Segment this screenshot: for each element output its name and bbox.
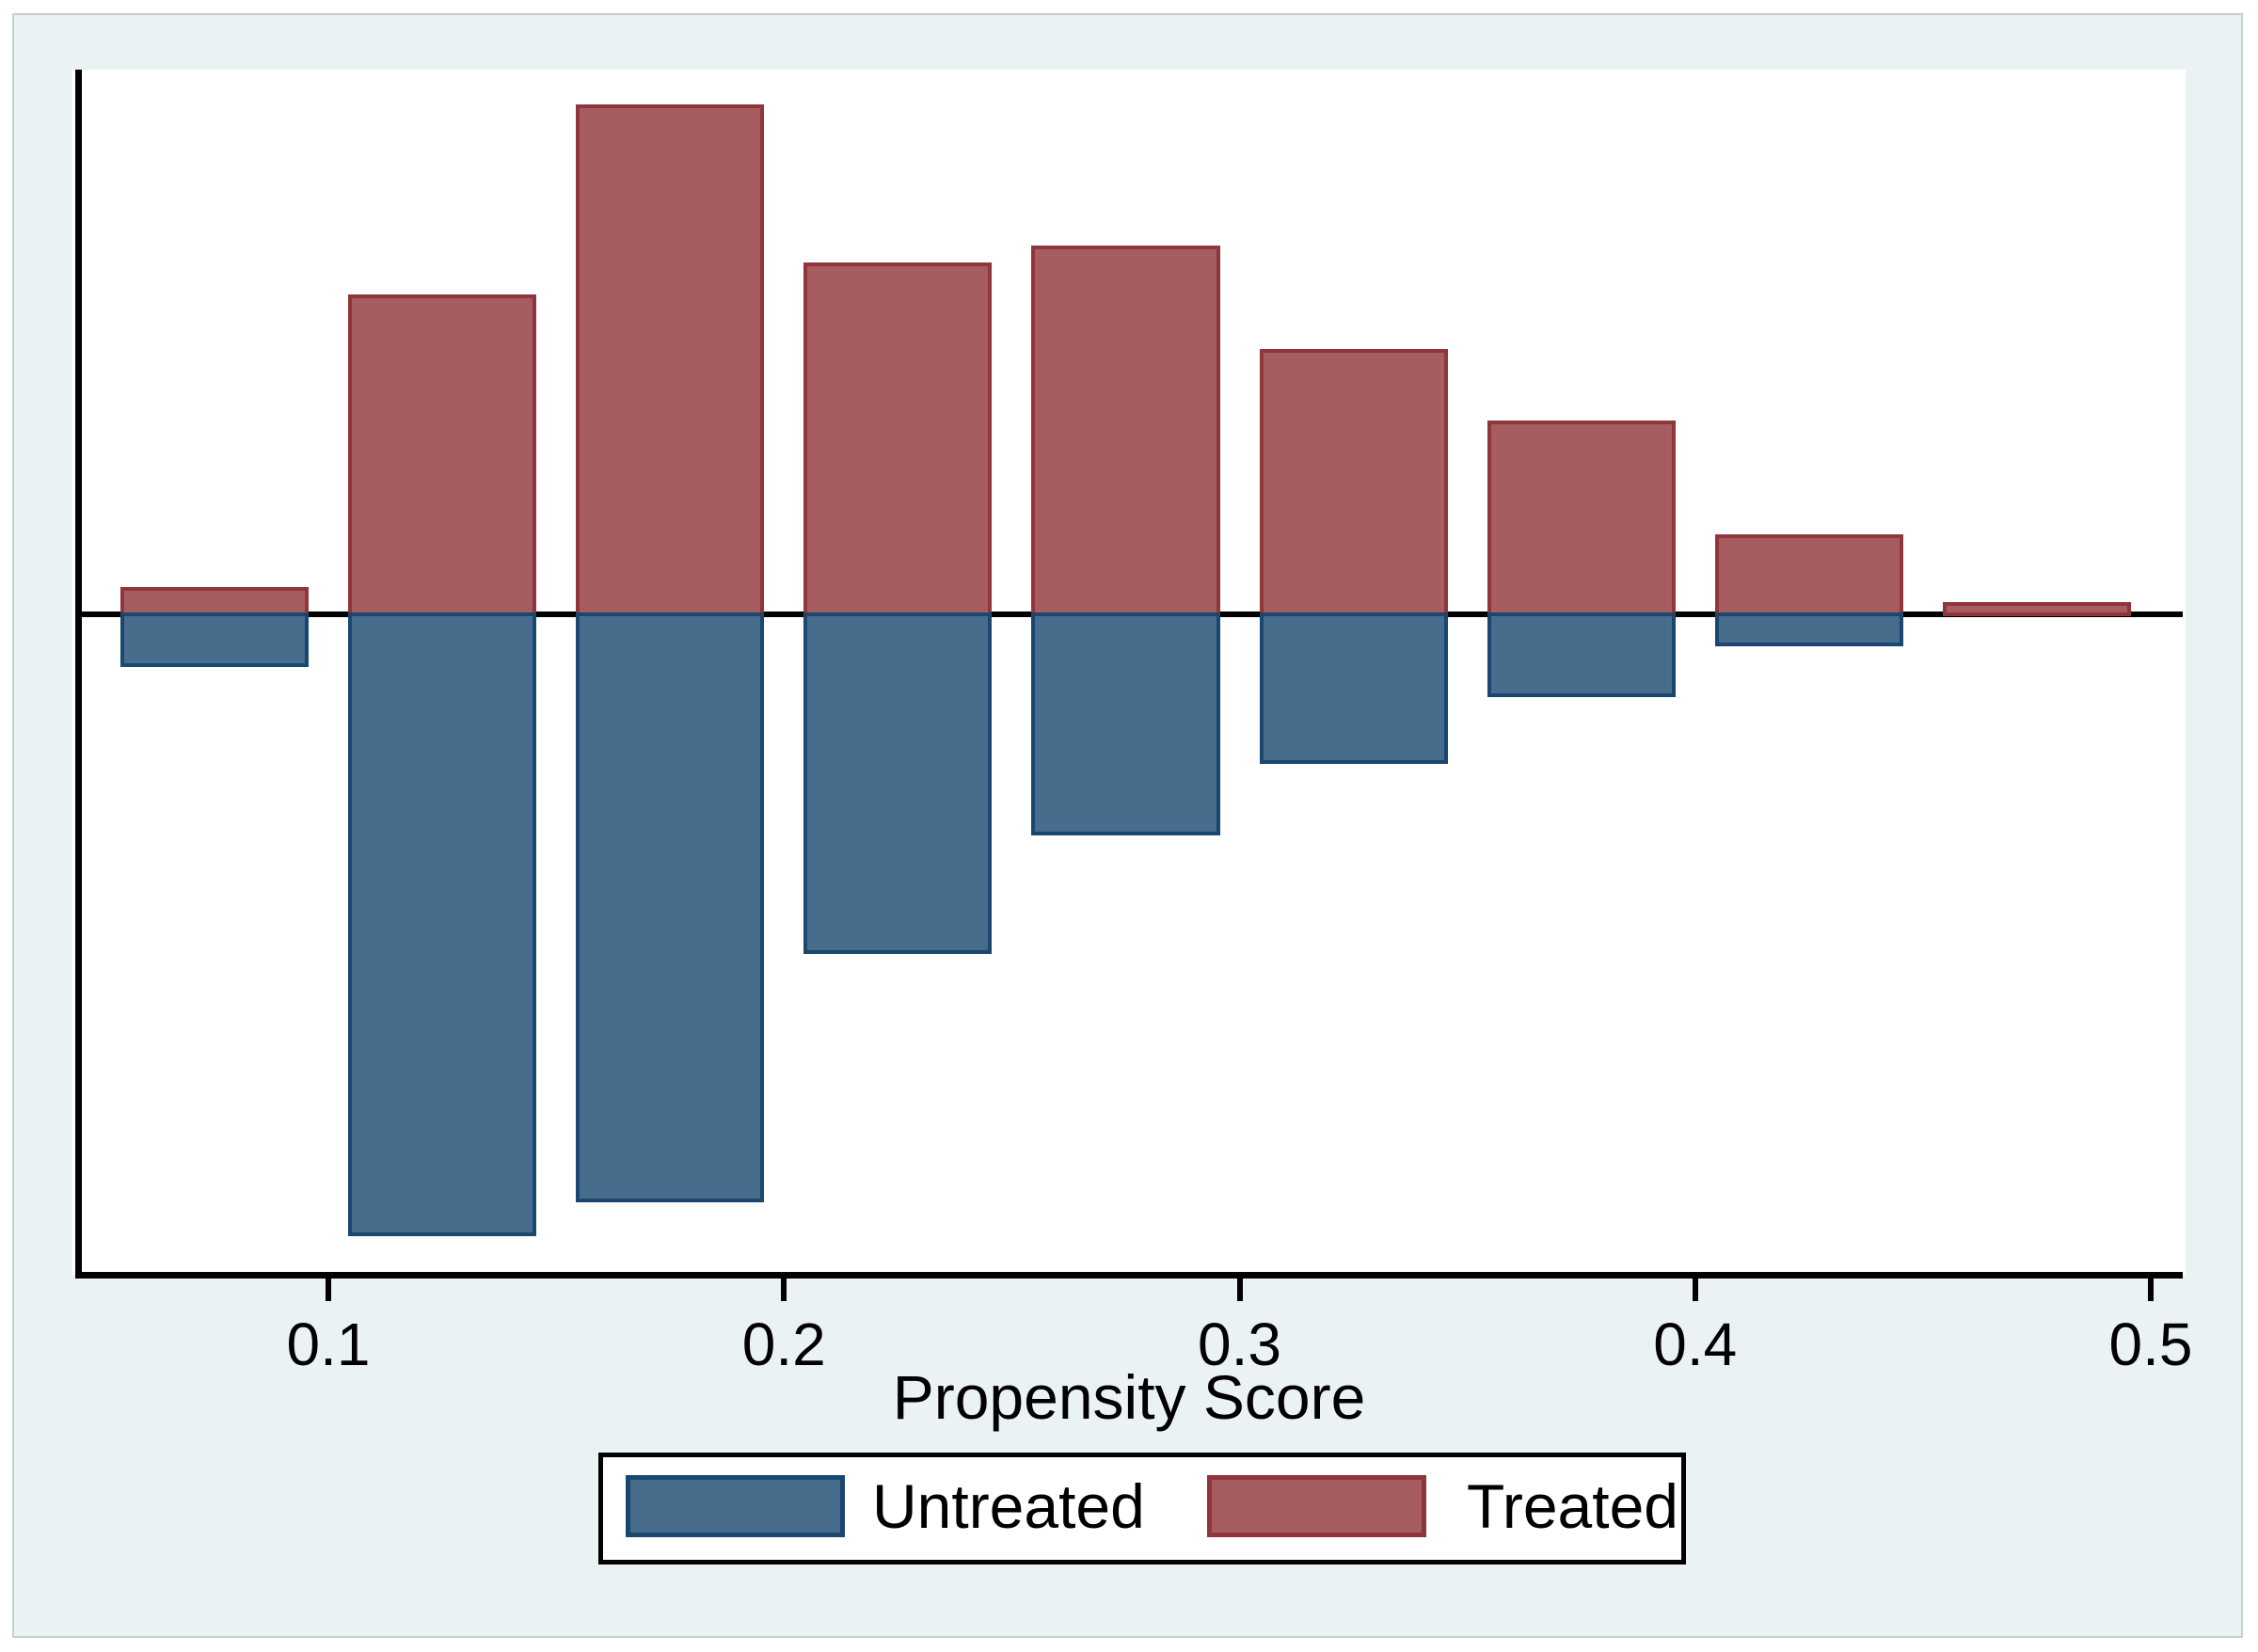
legend-box: Untreated Treated bbox=[598, 1453, 1686, 1565]
x-tick-mark bbox=[1692, 1279, 1698, 1301]
treated-bar bbox=[576, 104, 765, 616]
treated-legend-label: Treated bbox=[1467, 1471, 1679, 1541]
x-tick-mark bbox=[1236, 1279, 1243, 1301]
treated-bar bbox=[1031, 246, 1220, 616]
treated-bar bbox=[1259, 349, 1448, 616]
x-tick-label: 0.5 bbox=[2108, 1310, 2193, 1378]
untreated-bar bbox=[576, 612, 765, 1203]
x-tick-label: 0.2 bbox=[741, 1310, 826, 1378]
untreated-bar bbox=[1487, 612, 1676, 697]
treated-bar bbox=[348, 294, 537, 616]
x-tick-label: 0.4 bbox=[1653, 1310, 1738, 1378]
untreated-legend-label: Untreated bbox=[872, 1471, 1145, 1541]
untreated-legend-swatch bbox=[626, 1475, 845, 1537]
x-axis-title: Propensity Score bbox=[892, 1362, 1366, 1432]
untreated-bar bbox=[803, 612, 993, 954]
untreated-bar bbox=[1031, 612, 1220, 836]
x-axis-line bbox=[75, 1272, 2183, 1279]
treated-bar bbox=[803, 262, 993, 616]
treated-bar bbox=[1942, 601, 2131, 616]
x-tick-mark bbox=[781, 1279, 787, 1301]
treated-legend-swatch bbox=[1207, 1475, 1426, 1537]
treated-bar bbox=[1487, 421, 1676, 616]
untreated-bar bbox=[119, 612, 309, 668]
figure-panel: 0.1 0.2 0.3 0.4 0.5 Propensity Score Untreat… bbox=[12, 13, 2243, 1638]
x-tick-label: 0.3 bbox=[1198, 1310, 1281, 1378]
untreated-bar bbox=[1714, 612, 1903, 646]
untreated-bar bbox=[1259, 612, 1448, 765]
treated-bar bbox=[1714, 534, 1903, 616]
x-tick-mark bbox=[2148, 1279, 2154, 1301]
untreated-bar bbox=[348, 612, 537, 1237]
y-axis-line bbox=[75, 70, 82, 1279]
x-tick-label: 0.1 bbox=[286, 1310, 371, 1378]
x-tick-mark bbox=[326, 1279, 331, 1301]
